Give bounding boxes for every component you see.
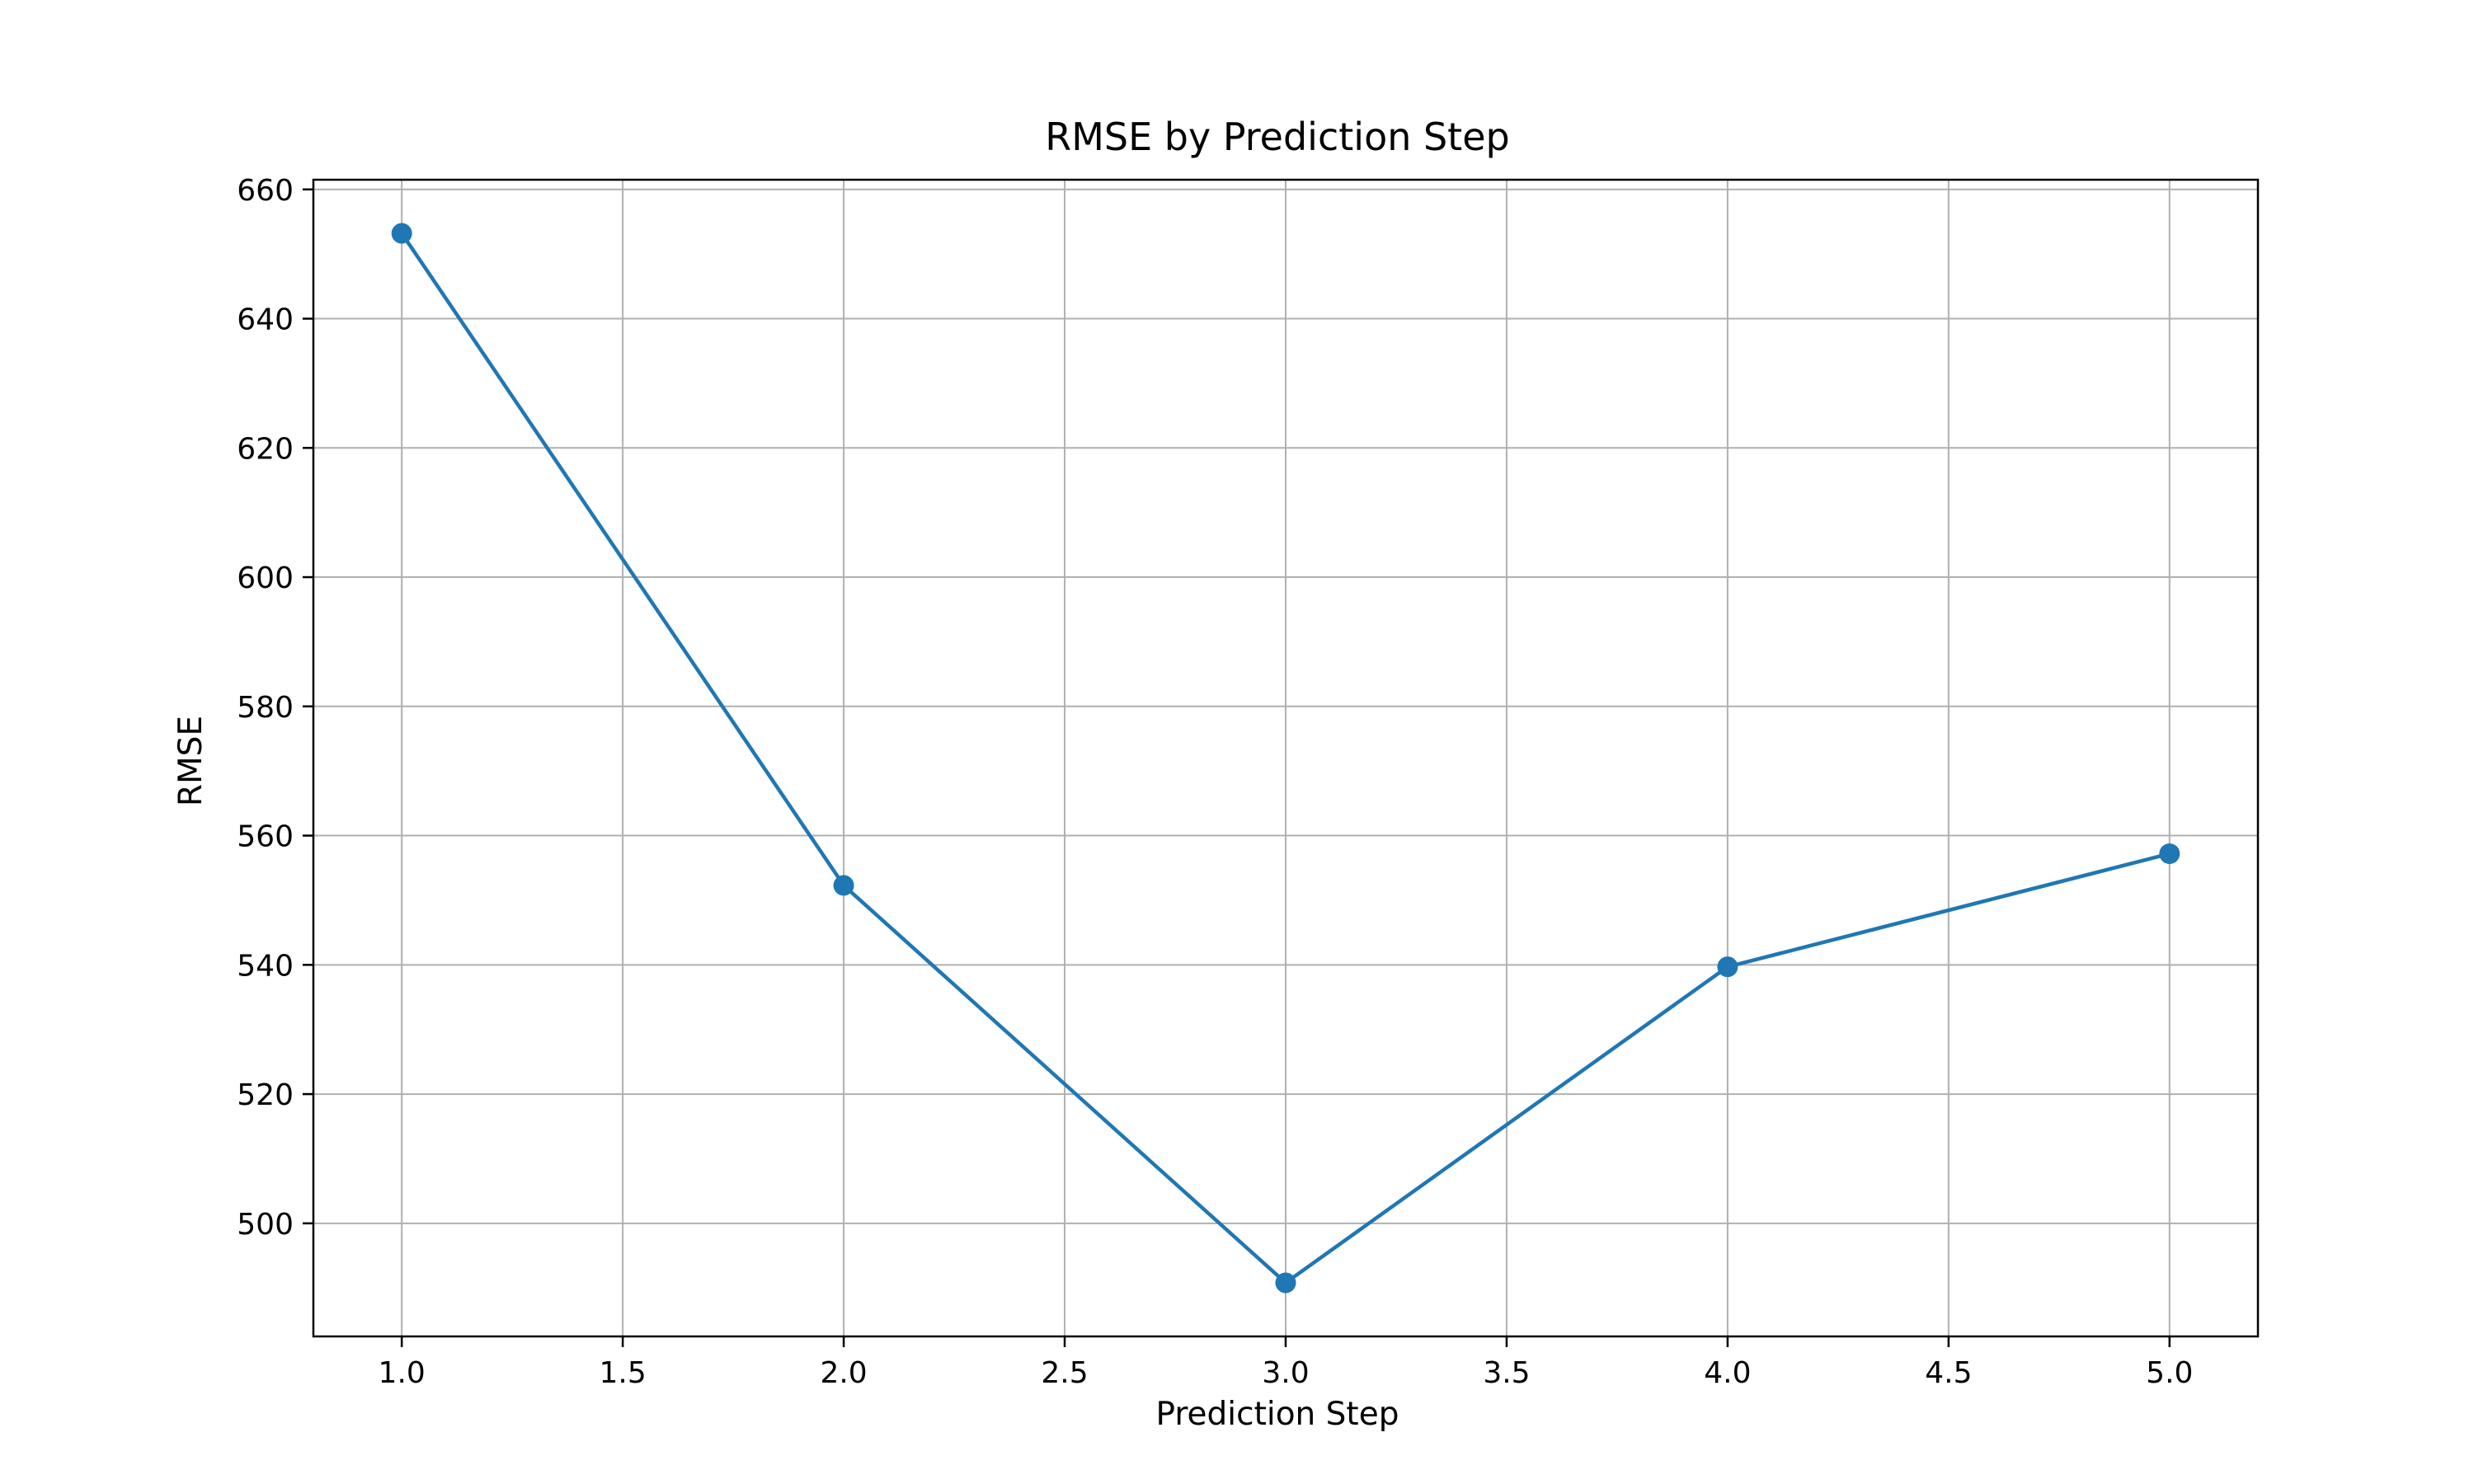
series-layer [391, 223, 2180, 1294]
x-tick-label: 5.0 [2146, 1356, 2193, 1390]
data-point [833, 875, 854, 896]
x-tick-label: 2.5 [1041, 1356, 1088, 1390]
grid [313, 180, 2258, 1336]
y-tick-label: 540 [237, 949, 294, 983]
y-tick-label: 600 [237, 561, 294, 595]
data-point [1275, 1272, 1296, 1294]
x-tick-label: 1.5 [600, 1356, 647, 1390]
x-tick-label: 4.5 [1925, 1356, 1972, 1390]
x-tick-label: 3.0 [1262, 1356, 1309, 1390]
y-tick-label: 660 [237, 174, 294, 208]
x-axis: 1.0 1.5 2.0 2.5 3.0 3.5 4.0 4.5 5.0 [379, 1336, 2193, 1390]
y-tick-label: 580 [237, 691, 294, 725]
y-axis-label: RMSE [172, 716, 209, 806]
x-tick-label: 2.0 [820, 1356, 867, 1390]
x-tick-label: 1.0 [379, 1356, 426, 1390]
data-point [391, 223, 412, 244]
x-axis-label: Prediction Step [1156, 1396, 1399, 1433]
y-tick-label: 620 [237, 432, 294, 466]
x-tick-label: 3.5 [1483, 1356, 1530, 1390]
y-axis: 500 520 540 560 580 600 620 640 660 [237, 174, 313, 1242]
y-tick-label: 500 [237, 1208, 294, 1242]
y-tick-label: 520 [237, 1078, 294, 1112]
x-tick-label: 4.0 [1704, 1356, 1751, 1390]
data-point [2159, 843, 2180, 865]
y-tick-label: 560 [237, 820, 294, 854]
data-point [1717, 956, 1738, 978]
y-tick-label: 640 [237, 303, 294, 337]
chart-title: RMSE by Prediction Step [1045, 115, 1509, 159]
